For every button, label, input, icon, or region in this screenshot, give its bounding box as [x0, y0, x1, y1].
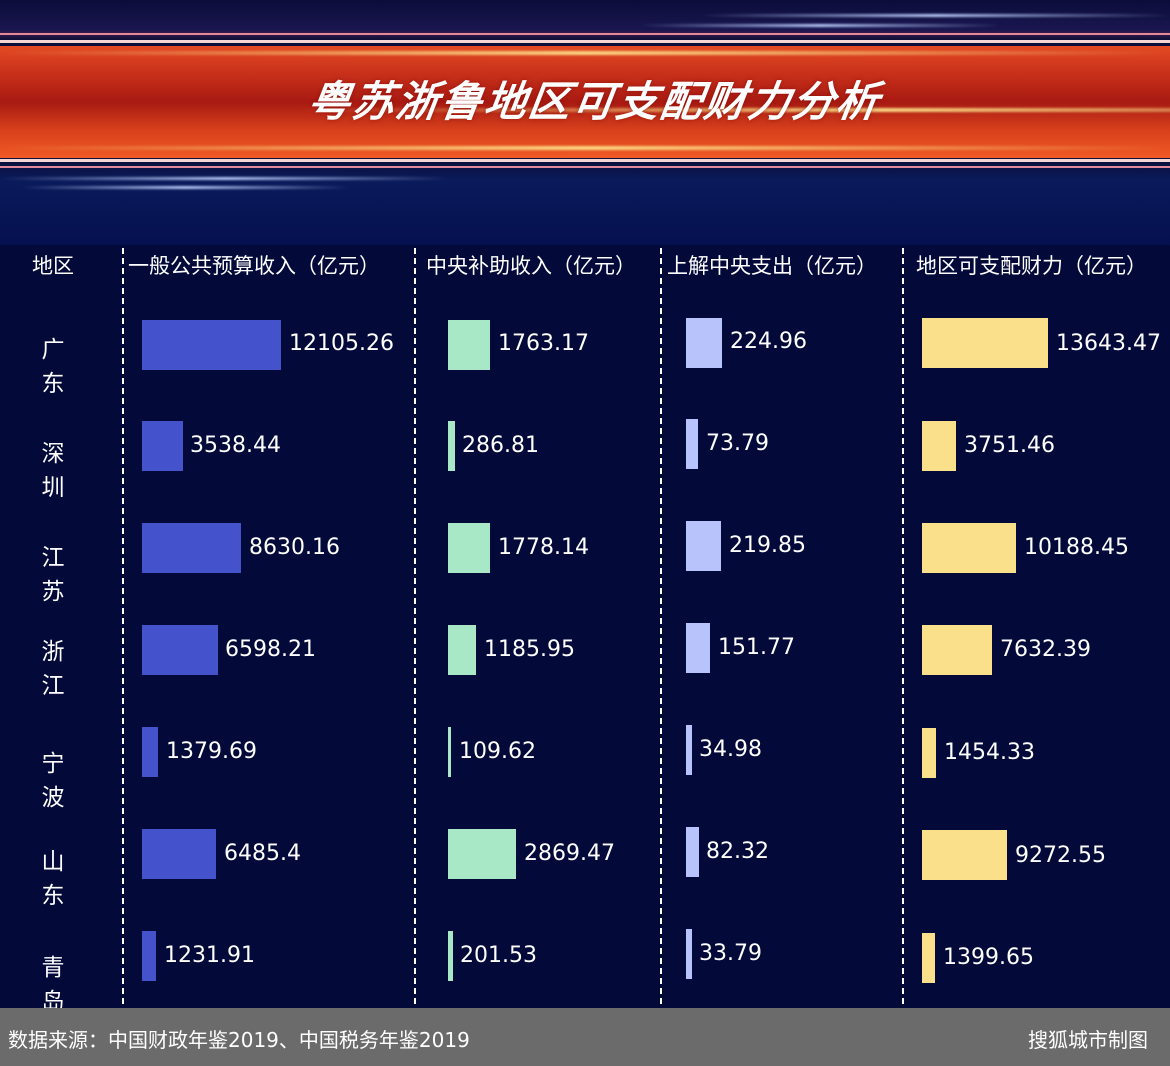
bar-col2	[448, 727, 451, 777]
region-label: 山 东	[41, 849, 73, 909]
credit: 搜狐城市制图	[1028, 1028, 1148, 1052]
value-col4: 1454.33	[944, 740, 1035, 765]
light-streak	[640, 24, 1000, 27]
value-col4: 7632.39	[1000, 637, 1091, 662]
divider-line	[0, 159, 1170, 162]
value-col2: 1763.17	[498, 331, 589, 356]
bar-col1	[142, 320, 281, 370]
glow-line	[300, 108, 1170, 112]
bar-col2	[448, 829, 516, 879]
region-label: 江 苏	[41, 545, 73, 605]
data-source: 数据来源：中国财政年鉴2019、中国税务年鉴2019	[8, 1028, 470, 1052]
value-col1: 8630.16	[249, 535, 340, 560]
bar-col4	[922, 318, 1048, 368]
header-col2: 中央补助收入（亿元）	[426, 254, 636, 278]
bar-col1	[142, 727, 158, 777]
bar-col1	[142, 625, 218, 675]
value-col1: 12105.26	[289, 331, 394, 356]
region-label: 广 东	[41, 337, 73, 397]
footer: 数据来源：中国财政年鉴2019、中国税务年鉴2019 搜狐城市制图	[0, 1008, 1170, 1066]
column-divider	[660, 248, 662, 1004]
bar-col4	[922, 523, 1016, 573]
bar-col1	[142, 523, 241, 573]
value-col2: 2869.47	[524, 841, 615, 866]
column-divider	[122, 248, 124, 1004]
bar-col2	[448, 421, 455, 471]
bar-col4	[922, 933, 935, 983]
column-divider	[902, 248, 904, 1004]
bar-col1	[142, 931, 156, 981]
bar-col1	[142, 829, 216, 879]
value-col1: 6485.4	[224, 841, 301, 866]
header-region: 地区	[32, 254, 74, 278]
value-col1: 1379.69	[166, 739, 257, 764]
divider-line	[0, 33, 1170, 35]
bar-col4	[922, 830, 1007, 880]
divider-line	[0, 166, 1170, 168]
value-col3: 219.85	[729, 533, 806, 558]
value-col3: 73.79	[706, 431, 769, 456]
value-col3: 33.79	[699, 941, 762, 966]
title-banner: 粤苏浙鲁地区可支配财力分析	[0, 0, 1170, 245]
bar-col2	[448, 931, 453, 981]
value-col1: 6598.21	[225, 637, 316, 662]
divider-line	[0, 40, 1170, 43]
title-band	[0, 46, 1170, 158]
value-col3: 34.98	[699, 737, 762, 762]
value-col1: 3538.44	[190, 433, 281, 458]
value-col2: 1778.14	[498, 535, 589, 560]
bar-col3	[686, 318, 722, 368]
region-label: 青 岛	[41, 955, 73, 1015]
value-col3: 82.32	[706, 839, 769, 864]
bar-col1	[142, 421, 183, 471]
header-col3: 上解中央支出（亿元）	[667, 254, 877, 278]
region-label: 浙 江	[41, 639, 73, 699]
bar-col4	[922, 421, 956, 471]
region-label: 宁 波	[41, 751, 73, 811]
value-col2: 1185.95	[484, 637, 575, 662]
value-col4: 3751.46	[964, 433, 1055, 458]
bar-col4	[922, 625, 992, 675]
bar-col2	[448, 625, 476, 675]
light-streak	[700, 14, 1170, 17]
value-col4: 9272.55	[1015, 843, 1106, 868]
bar-col4	[922, 728, 936, 778]
light-streak	[20, 186, 350, 189]
bar-col2	[448, 523, 490, 573]
column-divider	[414, 248, 416, 1004]
bar-col3	[686, 827, 699, 877]
glow-line	[0, 146, 1170, 150]
value-col3: 151.77	[718, 635, 795, 660]
value-col4: 13643.47	[1056, 331, 1161, 356]
bar-col3	[686, 521, 721, 571]
header-col4: 地区可支配财力（亿元）	[916, 254, 1147, 278]
value-col2: 109.62	[459, 739, 536, 764]
value-col4: 1399.65	[943, 945, 1034, 970]
header-col1: 一般公共预算收入（亿元）	[128, 254, 380, 278]
bar-col3	[686, 725, 692, 775]
value-col1: 1231.91	[164, 943, 255, 968]
bar-col3	[686, 623, 710, 673]
value-col3: 224.96	[730, 329, 807, 354]
glow-line	[0, 51, 1170, 55]
value-col2: 286.81	[462, 433, 539, 458]
chart-title: 粤苏浙鲁地区可支配财力分析	[305, 77, 885, 126]
bar-col3	[686, 419, 698, 469]
light-streak	[0, 177, 450, 180]
value-col4: 10188.45	[1024, 535, 1129, 560]
value-col2: 201.53	[460, 943, 537, 968]
region-label: 深 圳	[41, 441, 73, 501]
bar-col3	[686, 929, 692, 979]
bar-col2	[448, 320, 490, 370]
